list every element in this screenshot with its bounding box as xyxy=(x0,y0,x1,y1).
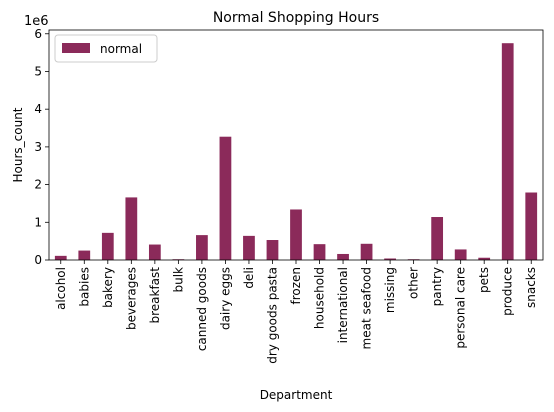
bar-international xyxy=(337,253,349,260)
x-tick-label: alcohol xyxy=(54,267,68,310)
legend-swatch xyxy=(62,43,90,53)
bar-meat-seafood xyxy=(360,243,373,260)
x-axis-label: Department xyxy=(260,388,333,402)
x-tick-label: snacks xyxy=(524,267,538,308)
legend-label: normal xyxy=(100,42,142,56)
x-tick-label: personal care xyxy=(454,267,468,349)
x-tick-label: babies xyxy=(77,267,91,307)
bar-pantry xyxy=(431,217,444,260)
bar-canned-goods xyxy=(196,235,208,260)
x-tick-label: breakfast xyxy=(148,267,162,324)
x-tick-label: pantry xyxy=(430,267,444,306)
x-tick-label: canned goods xyxy=(195,267,209,351)
bar-bakery xyxy=(101,232,114,260)
x-tick-label: dry goods pasta xyxy=(265,267,279,364)
bar-pets xyxy=(478,257,491,260)
bar-missing xyxy=(384,258,396,260)
bar-babies xyxy=(78,250,91,260)
y-tick-label: 1 xyxy=(34,215,42,229)
x-tick-label: missing xyxy=(383,267,397,313)
y-tick-label: 2 xyxy=(34,178,42,192)
x-tick-label: household xyxy=(313,267,327,329)
bar-snacks xyxy=(525,192,538,260)
x-tick-label: frozen xyxy=(289,267,303,305)
legend: normal xyxy=(54,34,158,63)
y-axis-label: Hours_count xyxy=(11,107,25,182)
x-tick-label: bulk xyxy=(171,267,185,293)
y-tick-label: 6 xyxy=(34,27,42,41)
x-tick-label: bakery xyxy=(101,267,115,308)
bar-deli xyxy=(243,235,255,260)
x-tick-label: meat seafood xyxy=(360,267,374,349)
bar-dairy-eggs xyxy=(219,136,232,260)
plot-area: 0 1 2 3 4 5 6 alcohol babies bakery beverages break… xyxy=(34,27,544,364)
y-tick-label: 5 xyxy=(34,64,42,78)
x-tick-label: produce xyxy=(501,267,515,316)
y-tick-label: 3 xyxy=(34,140,42,154)
legend-box xyxy=(54,34,158,63)
bar-produce xyxy=(501,43,514,261)
x-tick-label: deli xyxy=(242,267,256,289)
bar-beverages xyxy=(125,197,138,260)
x-tick-label: pets xyxy=(477,267,491,293)
y-tick-label: 4 xyxy=(34,102,42,116)
y-tick-label: 0 xyxy=(34,253,42,267)
bar-alcohol xyxy=(54,255,67,260)
bar-frozen xyxy=(290,209,302,260)
chart-title: Normal Shopping Hours xyxy=(213,10,379,26)
bar-household xyxy=(313,244,326,260)
bar-personal-care xyxy=(454,249,467,260)
bar-breakfast xyxy=(148,244,161,260)
x-tick-label: dairy eggs xyxy=(218,267,232,330)
x-tick-label: international xyxy=(336,267,350,343)
x-tick-label: beverages xyxy=(124,267,138,330)
bar-dry-goods-pasta xyxy=(266,240,279,260)
y-scale-label: 1e6 xyxy=(24,14,49,29)
x-tick-label: other xyxy=(407,267,421,299)
